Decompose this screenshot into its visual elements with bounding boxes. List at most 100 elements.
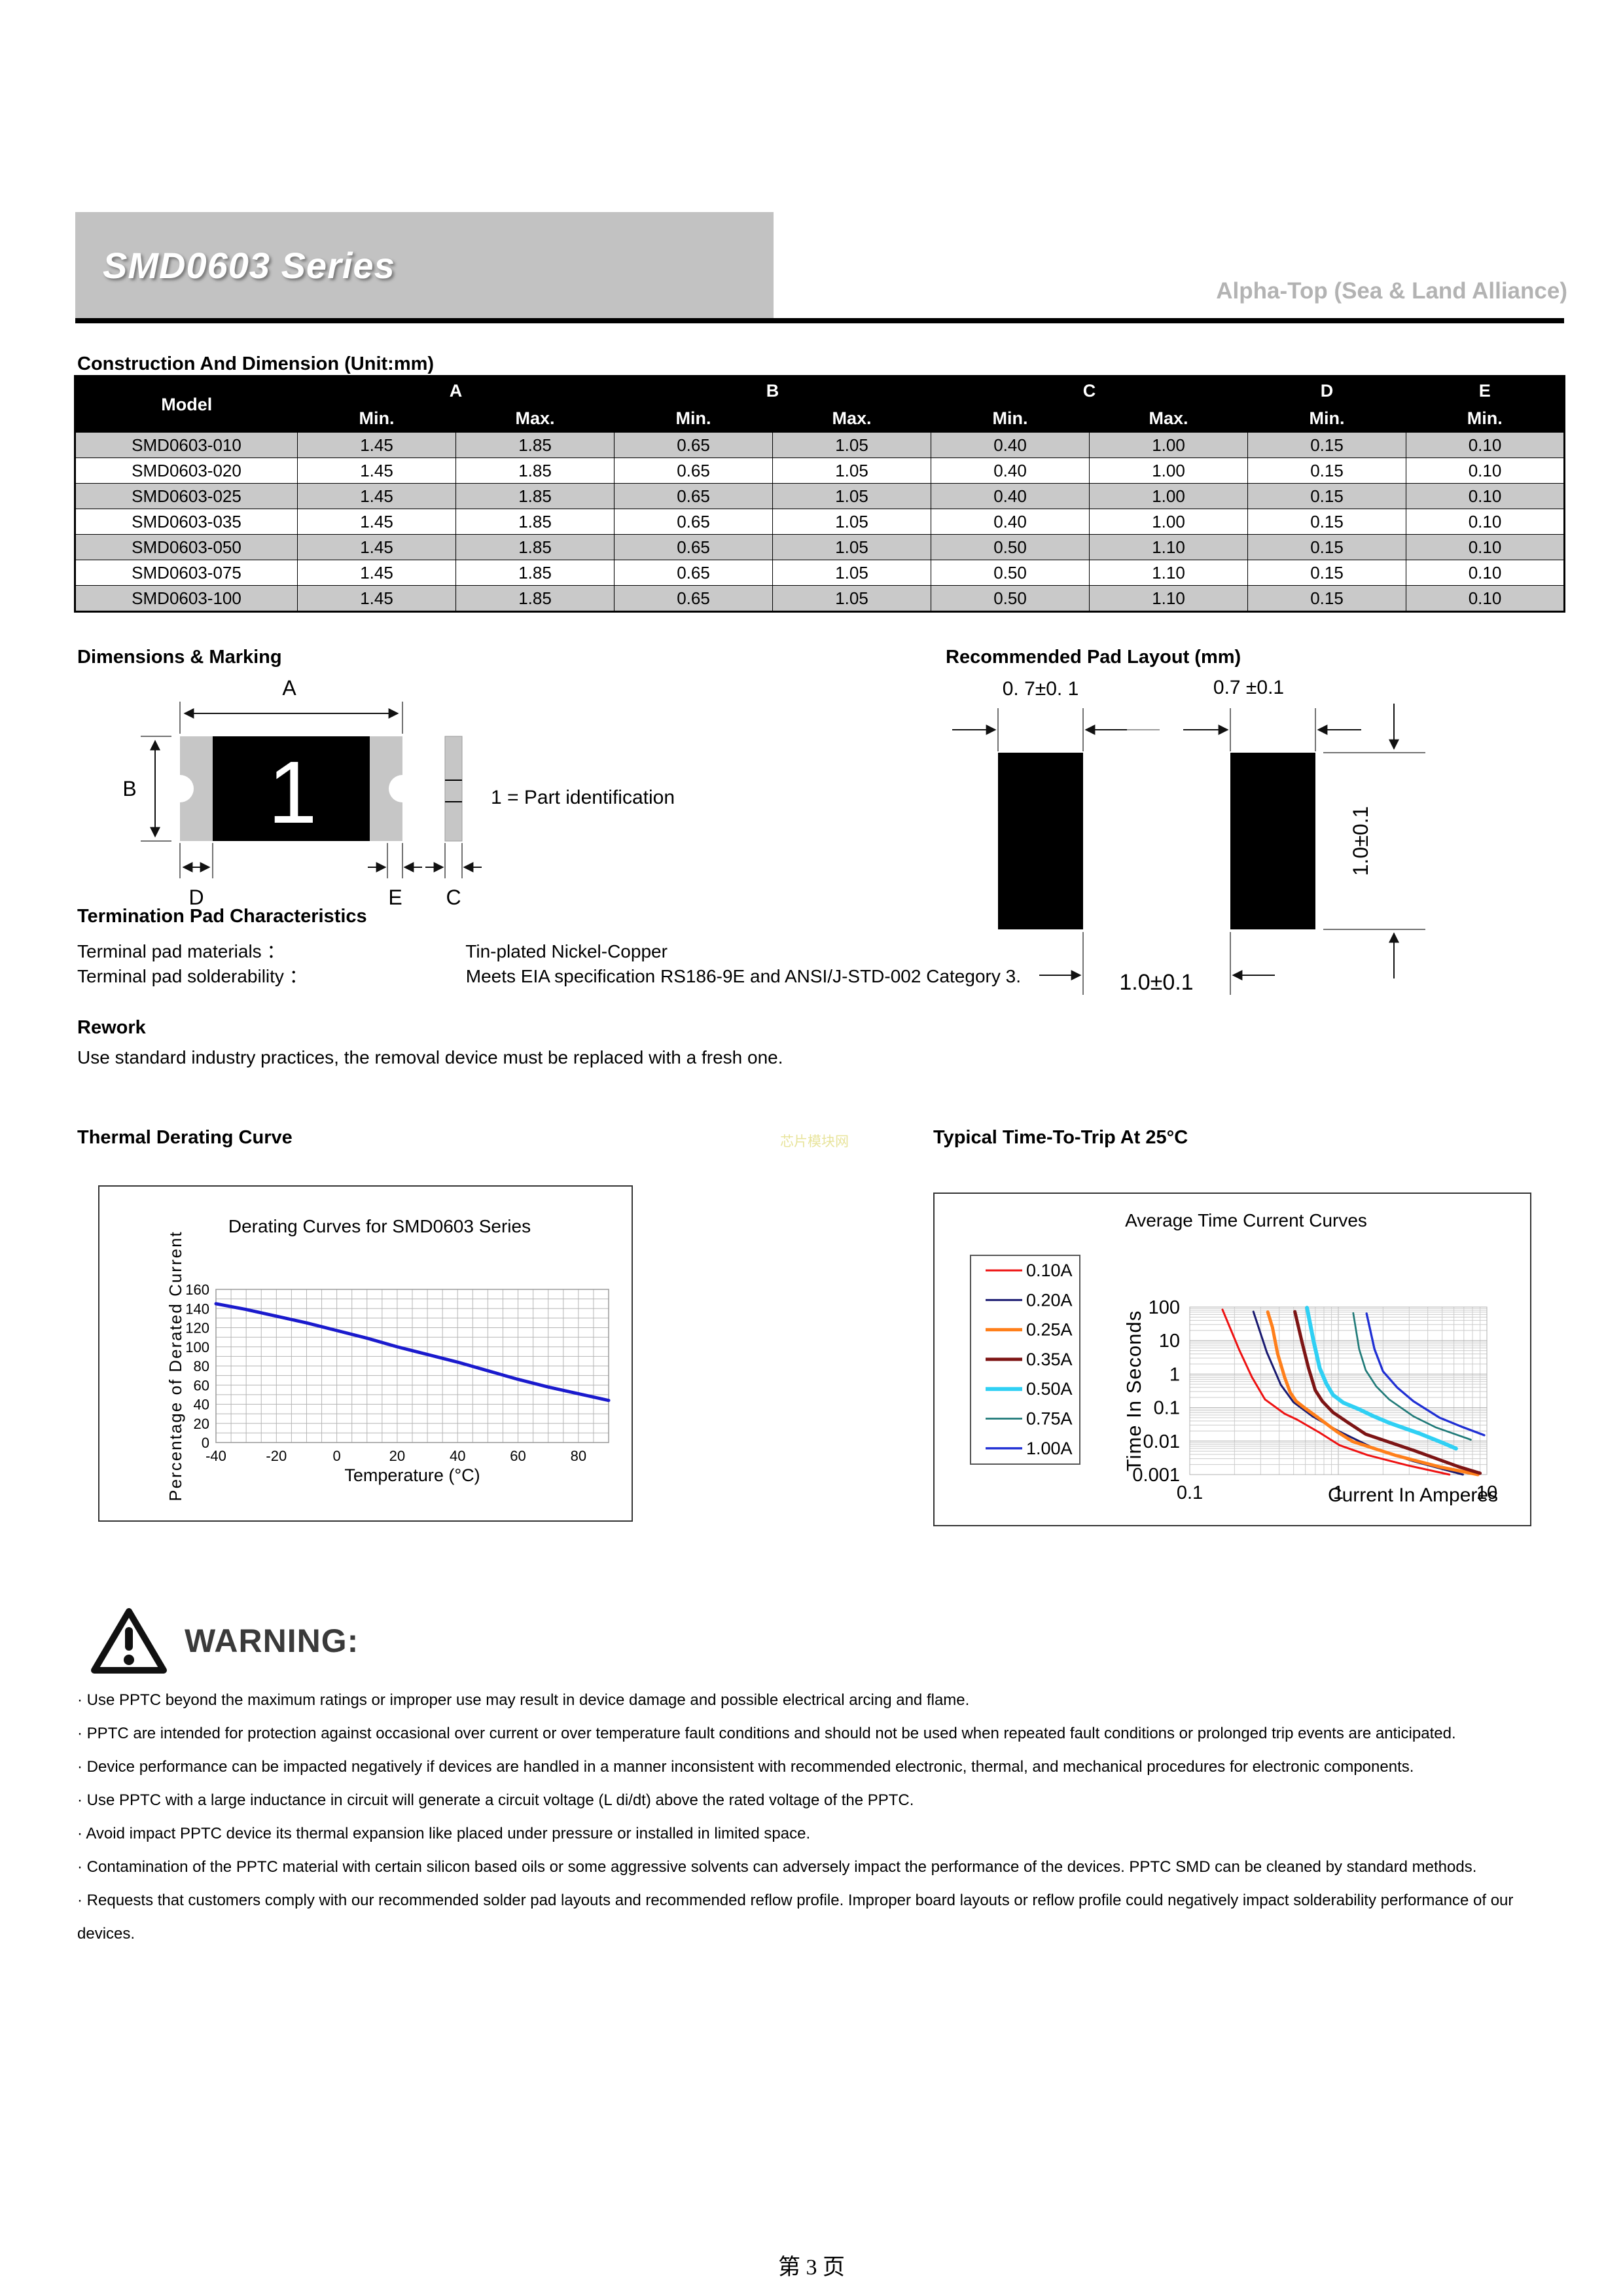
rework-text: Use standard industry practices, the rem… [77,1047,783,1067]
svg-text:0: 0 [332,1448,340,1464]
value-cell: 1.85 [455,432,615,458]
sub-header: Max. [455,404,615,433]
pad-dim-top-left: 0. 7±0. 1 [1003,678,1079,700]
value-cell: 0.65 [614,457,773,484]
value-cell: 1.85 [455,585,615,612]
value-cell: 1.00 [1089,483,1248,509]
svg-text:0.20A: 0.20A [1026,1290,1073,1310]
warning-list: Use PPTC beyond the maximum ratings or i… [77,1683,1550,1950]
svg-text:0: 0 [202,1435,209,1451]
value-cell: 0.15 [1247,483,1406,509]
value-cell: 1.85 [455,457,615,484]
dim-e-label: E [388,886,402,909]
table-row: SMD0603-100 1.45 1.85 0.65 1.05 0.50 1.10 0… [75,585,1565,612]
value-cell: 1.45 [297,432,456,458]
model-cell: SMD0603-075 [75,560,298,586]
table-row: SMD0603-025 1.45 1.85 0.65 1.05 0.40 1.00 0… [75,483,1565,509]
value-cell: 1.00 [1089,509,1248,535]
value-cell: 1.85 [455,534,615,560]
col-group-a: A [297,376,615,404]
col-model: Model [75,376,298,433]
value-cell: 0.10 [1406,432,1565,458]
chip-body [213,736,370,841]
svg-text:0.25A: 0.25A [1026,1320,1073,1340]
value-cell: 0.65 [614,483,773,509]
sub-header: Min. [1406,404,1565,433]
col-group-e: E [1406,376,1565,404]
pad-dim-bottom: 1.0±0.1 [1119,970,1193,995]
dim-c-label: C [446,886,461,909]
value-cell: 1.05 [772,585,931,612]
svg-text:1: 1 [1333,1482,1344,1503]
svg-text:60: 60 [194,1377,209,1393]
table-header-subs: Min. Max. Min. Max. Min. Max. Min. Min. [75,404,1565,433]
dim-d-label: D [188,886,204,909]
svg-text:Average Time Current Curves: Average Time Current Curves [1125,1210,1367,1230]
svg-text:100: 100 [185,1339,209,1355]
warning-icon [91,1608,167,1674]
value-cell: 1.05 [772,509,931,535]
value-cell: 1.10 [1089,585,1248,612]
time-to-trip-chart: Average Time Current Curves 100 10 1 0.1 0.01… [933,1193,1531,1526]
termination-value: Meets EIA specification RS186-9E and ANS… [465,966,1021,986]
svg-text:120: 120 [185,1320,209,1336]
part-id-note: 1 = Part identification [491,787,675,808]
table-row: SMD0603-020 1.45 1.85 0.65 1.05 0.40 1.00 0… [75,457,1565,484]
value-cell: 0.40 [931,432,1090,458]
value-cell: 1.05 [772,534,931,560]
derating-heading: Thermal Derating Curve [77,1127,293,1148]
termination-row: Terminal pad materials ： Tin-plated Nick… [77,937,668,963]
table-row: SMD0603-075 1.45 1.85 0.65 1.05 0.50 1.10 0… [75,560,1565,586]
col-group-d: D [1247,376,1406,404]
page-title: SMD0603 Series [103,245,395,286]
svg-text:80: 80 [194,1358,209,1374]
value-cell: 1.10 [1089,534,1248,560]
value-cell: 0.65 [614,534,773,560]
model-cell: SMD0603-025 [75,483,298,509]
value-cell: 1.85 [455,560,615,586]
svg-text:40: 40 [194,1397,209,1413]
brand-name: Alpha-Top (Sea & Land Alliance) [1216,278,1567,304]
termination-label: Terminal pad materials ： [77,941,285,961]
svg-text:0.75A: 0.75A [1026,1409,1073,1429]
value-cell: 1.05 [772,432,931,458]
value-cell: 1.85 [455,509,615,535]
part-marking: 1 [268,743,317,842]
svg-text:Current In Amperes: Current In Amperes [1328,1484,1498,1506]
value-cell: 0.50 [931,534,1090,560]
value-cell: 0.15 [1247,457,1406,484]
model-cell: SMD0603-035 [75,509,298,535]
pad-right [1230,753,1315,929]
value-cell: 0.50 [931,560,1090,586]
svg-text:60: 60 [510,1448,526,1464]
value-cell: 0.10 [1406,483,1565,509]
warning-item: PPTC are intended for protection against… [77,1717,1550,1750]
svg-text:40: 40 [450,1448,465,1464]
value-cell: 0.40 [931,457,1090,484]
svg-text:Time In Seconds: Time In Seconds [1122,1310,1145,1471]
col-group-c: C [931,376,1248,404]
header-band: SMD0603 Series [75,212,774,319]
value-cell: 1.00 [1089,432,1248,458]
value-cell: 0.15 [1247,585,1406,612]
svg-text:10: 10 [1476,1482,1497,1503]
value-cell: 0.15 [1247,432,1406,458]
value-cell: 0.10 [1406,509,1565,535]
construction-heading: Construction And Dimension (Unit:mm) [77,353,435,374]
svg-text:140: 140 [185,1300,209,1317]
value-cell: 1.00 [1089,457,1248,484]
rework-heading: Rework [77,1017,146,1038]
svg-text:0.1: 0.1 [1177,1482,1203,1503]
value-cell: 0.15 [1247,560,1406,586]
dimensions-heading: Dimensions & Marking [77,647,282,668]
chip-dimension-diagram: A 1 B 1 = Part identification [122,676,675,909]
value-cell: 1.05 [772,457,931,484]
svg-text:0.50A: 0.50A [1026,1379,1073,1399]
table-row: SMD0603-010 1.45 1.85 0.65 1.05 0.40 1.00 0… [75,432,1565,458]
warning-item: Device performance can be impacted negat… [77,1750,1550,1784]
value-cell: 1.45 [297,509,456,535]
svg-text:1.00A: 1.00A [1026,1439,1073,1458]
dim-b-label: B [122,777,136,800]
warning-item: Use PPTC with a large inductance in circ… [77,1784,1550,1817]
